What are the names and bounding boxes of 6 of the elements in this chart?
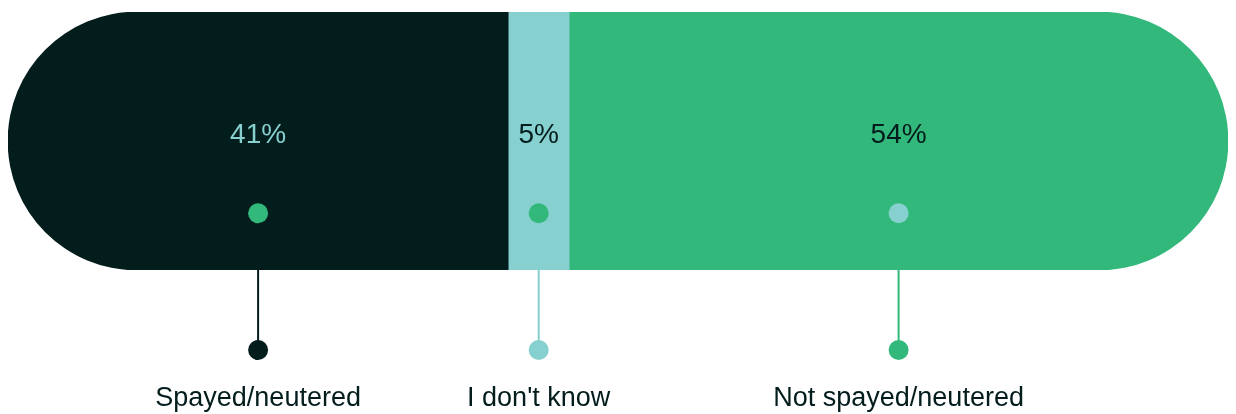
data-label: 5%	[518, 117, 559, 149]
data-label: 41%	[230, 117, 287, 149]
data-label: 54%	[870, 117, 927, 149]
legend-label: I don't know	[467, 381, 611, 412]
legend-label: Not spayed/neutered	[773, 381, 1024, 412]
legend-label: Spayed/neutered	[155, 381, 361, 412]
